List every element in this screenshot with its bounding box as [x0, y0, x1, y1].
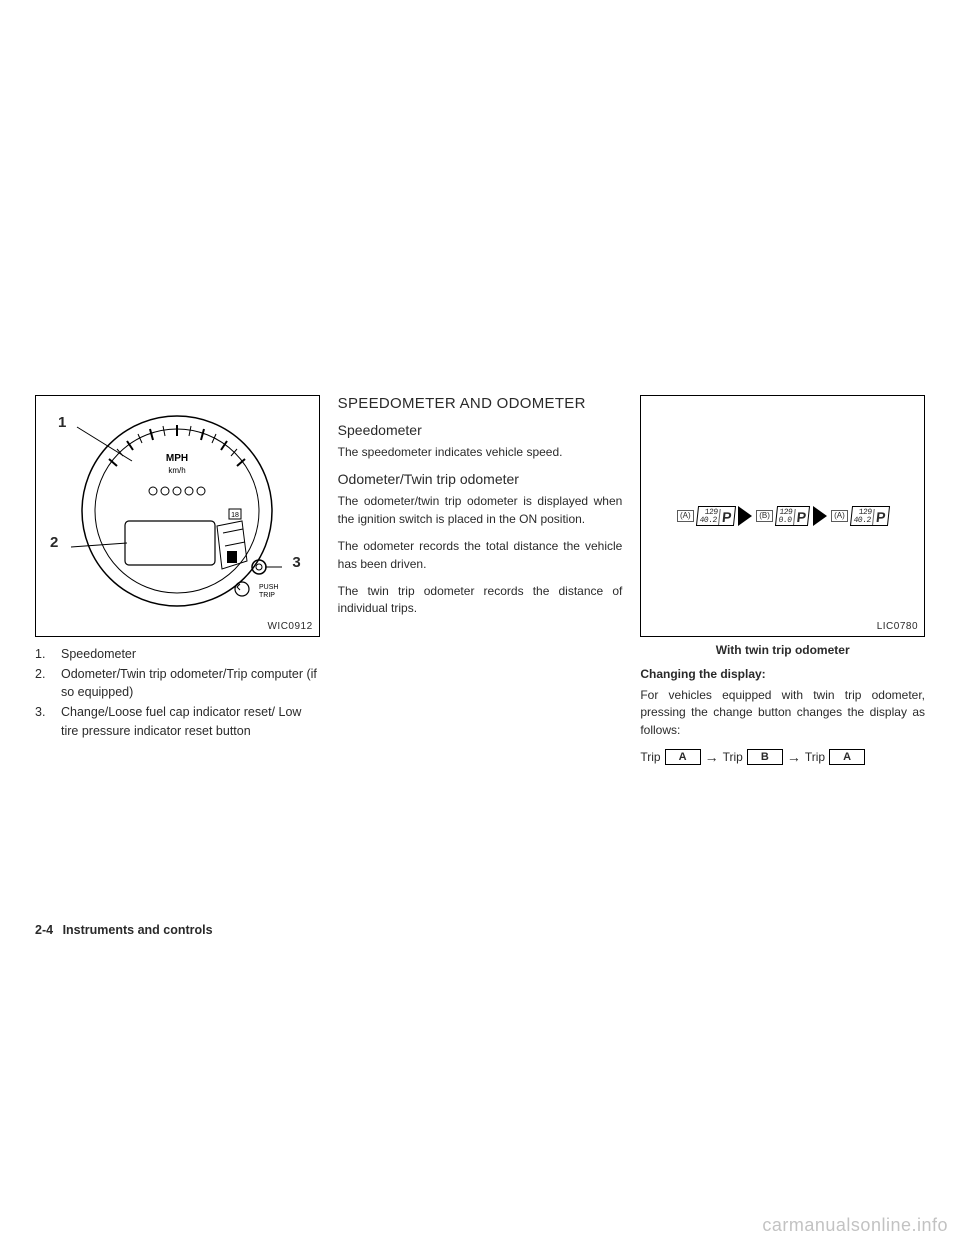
lcd-display: 129 0.0 P	[775, 506, 810, 526]
callout-2: 2	[50, 534, 58, 551]
figure-label: WIC0912	[267, 621, 312, 632]
lcd-bottom: 40.2	[699, 517, 717, 525]
page-number: 2-4	[35, 923, 53, 937]
trip-box-a: A	[665, 749, 701, 765]
body-text: The odometer/twin trip odometer is displ…	[338, 493, 623, 528]
unit-badge: (A)	[677, 510, 694, 522]
trip-sequence: Trip A → Trip B → Trip A	[640, 749, 925, 765]
gear-indicator: P	[872, 509, 886, 525]
gear-indicator: P	[718, 509, 732, 525]
list-text: Change/Loose fuel cap indicator reset/ L…	[61, 703, 320, 739]
svg-text:TRIP: TRIP	[259, 592, 275, 599]
list-item: 1. Speedometer	[35, 645, 320, 663]
watermark: carmanualsonline.info	[762, 1215, 948, 1236]
trip-box-a: A	[829, 749, 865, 765]
lcd-bottom: 40.2	[853, 517, 871, 525]
svg-text:PUSH: PUSH	[259, 584, 278, 591]
callout-3: 3	[292, 554, 300, 571]
list-item: 2. Odometer/Twin trip odometer/Trip comp…	[35, 665, 320, 701]
manual-page: 1 2 3	[35, 395, 925, 765]
list-number: 3.	[35, 703, 61, 739]
speedometer-svg: MPH km/h 18	[47, 401, 307, 631]
subsection-heading: Odometer/Twin trip odometer	[338, 471, 623, 487]
body-text: The twin trip odometer records the dista…	[338, 583, 623, 618]
list-item: 3. Change/Loose fuel cap indicator reset…	[35, 703, 320, 739]
odometer-diagram: (A) 129 40.2 P (B)	[641, 396, 924, 636]
column-1: 1 2 3	[35, 395, 320, 765]
list-number: 2.	[35, 665, 61, 701]
svg-text:km/h: km/h	[169, 466, 186, 475]
lcd-display: 129 40.2 P	[850, 506, 890, 526]
display-unit-c: (A) 129 40.2 P	[831, 506, 888, 526]
trip-label: Trip	[640, 750, 660, 764]
svg-text:MPH: MPH	[166, 453, 188, 464]
lcd-numbers: 129 40.2	[699, 509, 718, 525]
lcd-numbers: 129 0.0	[778, 509, 793, 525]
column-3: (A) 129 40.2 P (B)	[640, 395, 925, 765]
figure-speedometer: 1 2 3	[35, 395, 320, 637]
lcd-numbers: 129 40.2	[853, 509, 872, 525]
speedometer-diagram: 1 2 3	[36, 396, 319, 636]
callout-1: 1	[58, 414, 66, 431]
column-layout: 1 2 3	[35, 395, 925, 765]
section-heading: SPEEDOMETER AND ODOMETER	[338, 395, 623, 412]
gear-indicator: P	[793, 509, 807, 525]
lcd-bottom: 0.0	[778, 517, 792, 525]
section-name: Instruments and controls	[63, 923, 213, 937]
svg-text:18: 18	[231, 512, 239, 519]
unit-badge: (A)	[831, 510, 848, 522]
arrow-right-icon	[813, 506, 827, 526]
trip-label: Trip	[805, 750, 825, 764]
page-footer: 2-4 Instruments and controls	[35, 923, 213, 937]
trip-box-b: B	[747, 749, 783, 765]
list-text: Speedometer	[61, 645, 136, 663]
paragraph-heading: Changing the display:	[640, 667, 925, 681]
list-number: 1.	[35, 645, 61, 663]
figure-label: LIC0780	[877, 621, 918, 632]
display-unit-a: (A) 129 40.2 P	[677, 506, 734, 526]
trip-label: Trip	[723, 750, 743, 764]
arrow-right-icon: →	[787, 749, 801, 765]
body-text: The speedometer indicates vehicle speed.	[338, 444, 623, 461]
lcd-display: 129 40.2 P	[696, 506, 736, 526]
arrow-right-icon	[738, 506, 752, 526]
column-2: SPEEDOMETER AND ODOMETER Speedometer The…	[338, 395, 623, 765]
callout-list: 1. Speedometer 2. Odometer/Twin trip odo…	[35, 645, 320, 740]
figure-odometer-display: (A) 129 40.2 P (B)	[640, 395, 925, 637]
unit-badge: (B)	[756, 510, 773, 522]
list-text: Odometer/Twin trip odometer/Trip compute…	[61, 665, 320, 701]
figure-caption: With twin trip odometer	[640, 643, 925, 657]
display-unit-b: (B) 129 0.0 P	[756, 506, 809, 526]
subsection-heading: Speedometer	[338, 422, 623, 438]
body-text: The odometer records the total distance …	[338, 538, 623, 573]
arrow-right-icon: →	[705, 749, 719, 765]
body-text: For vehicles equipped with twin trip odo…	[640, 687, 925, 739]
